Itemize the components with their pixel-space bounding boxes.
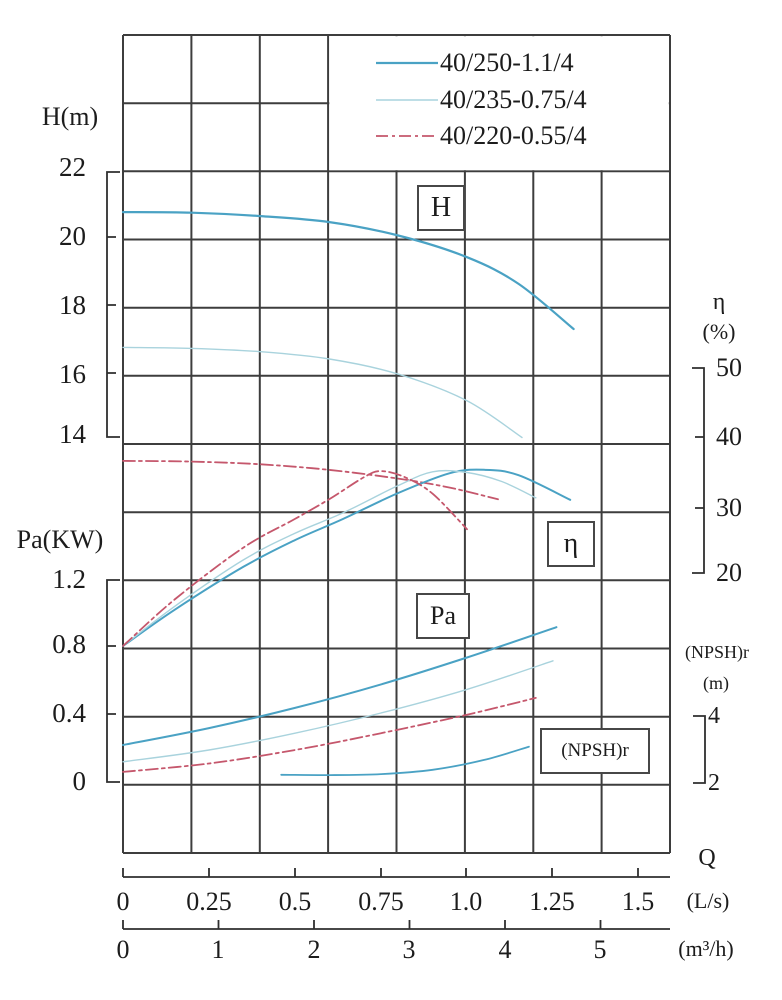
npshr-axis-bracket (693, 715, 706, 784)
curve-Pa-40/220-0.55/4 (122, 697, 537, 773)
npshr-axis-tick: 2 (708, 770, 720, 796)
pa-axis-tick: 0.4 (52, 698, 86, 728)
curve-H-40/250-1.1/4 (121, 211, 575, 331)
pa-axis-bracket (106, 579, 120, 783)
q-m3h-tick: 3 (402, 935, 416, 964)
q-ls-tick: 1.0 (449, 887, 483, 916)
eta-curve-tag: η (547, 521, 595, 567)
pa-axis-title: Pa(KW) (16, 525, 104, 554)
pump-curves (121, 211, 575, 777)
h-curve-tag: H (417, 185, 465, 231)
curve-eta-40/220-0.55/4 (122, 470, 468, 647)
legend-item-label: 40/235-0.75/4 (440, 85, 587, 114)
q-axis-m3h-scale (122, 920, 670, 930)
h-axis-tick: 14 (59, 419, 86, 449)
curve-eta-40/250-1.1/4 (122, 468, 572, 647)
q-axis-unit-ls: (L/s) (686, 888, 730, 913)
curve-eta-40/235-0.75/4 (122, 469, 537, 647)
q-axis-title: Q (698, 845, 716, 871)
h-axis-tick: 16 (59, 359, 86, 389)
q-ls-tick: 1.5 (621, 887, 655, 916)
q-m3h-tick: 5 (593, 935, 607, 964)
curve-Pa-40/235-0.75/4 (122, 660, 554, 763)
pa-axis-tick: 0 (72, 766, 87, 796)
eta-axis-bracket (692, 367, 705, 574)
q-m3h-tick: 4 (498, 935, 512, 964)
curve-H-40/220-0.55/4 (122, 460, 499, 501)
legend-area (329, 36, 669, 171)
h-axis-title: H(m) (41, 102, 99, 131)
q-m3h-tick: 1 (211, 935, 225, 964)
pa-axis-tick: 1.2 (52, 564, 86, 594)
q-ls-tick: 0.75 (358, 887, 404, 916)
h-axis-bracket (106, 171, 120, 438)
h-axis-tick: 20 (59, 221, 86, 251)
pa-curve-tag: Pa (416, 593, 470, 639)
axis-brackets (106, 171, 706, 784)
q-axis-ls-scale (122, 868, 670, 878)
curve-Pa-40/250-1.1/4 (122, 626, 558, 746)
q-m3h-tick: 0 (116, 935, 130, 964)
eta-axis-tick: 50 (716, 353, 742, 382)
pa-axis-tick: 0.8 (52, 629, 86, 659)
h-axis-tick: 22 (59, 152, 86, 182)
curve-NPSHr-40/250-1.1/4 (280, 745, 530, 777)
q-ls-tick: 0.25 (186, 887, 232, 916)
q-axis-unit-m3h: (m³/h) (678, 936, 734, 961)
eta-axis-unit: (%) (702, 319, 736, 344)
npshr-axis-unit: (m) (703, 673, 729, 693)
npshr-axis-title: (NPSH)r (684, 642, 749, 662)
h-axis-tick: 18 (59, 290, 86, 320)
npshr-axis-tick: 4 (708, 703, 720, 729)
q-m3h-tick: 2 (307, 935, 321, 964)
eta-axis-tick: 40 (716, 422, 742, 451)
curve-H-40/235-0.75/4 (122, 346, 523, 439)
legend-item-label: 40/220-0.55/4 (440, 121, 587, 150)
eta-axis-tick: 20 (716, 558, 742, 587)
q-ls-tick: 0.5 (278, 887, 312, 916)
legend-item-label: 40/250-1.1/4 (440, 48, 574, 77)
grid-lines (122, 34, 671, 854)
eta-axis-tick: 30 (716, 493, 742, 522)
npshr-curve-tag: (NPSH)r (540, 728, 650, 774)
q-ls-tick: 1.25 (529, 887, 575, 916)
eta-axis-title: η (712, 289, 726, 315)
q-ls-tick: 0 (116, 887, 130, 916)
